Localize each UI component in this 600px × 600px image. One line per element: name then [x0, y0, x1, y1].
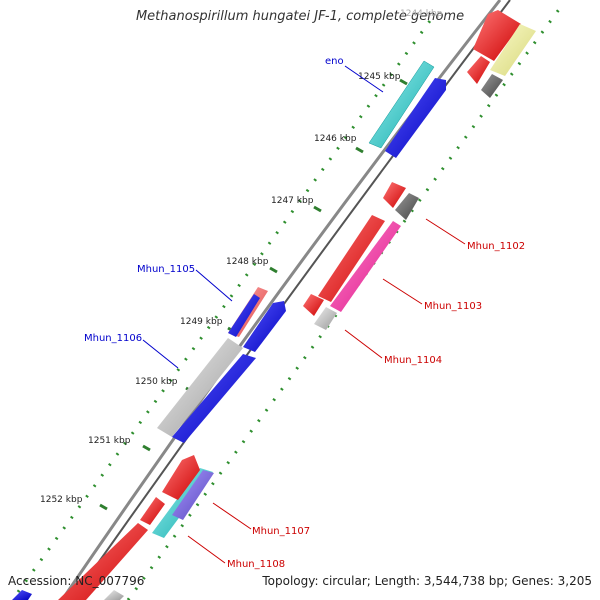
gene-blue-bottom[interactable] — [12, 590, 32, 600]
ruler-label-top: 1244 kbp — [400, 9, 443, 19]
gene-label-mhun-1106[interactable]: Mhun_1106 — [84, 333, 142, 344]
leader-mhun-1107 — [212, 502, 252, 530]
gene-gray-top[interactable] — [481, 74, 503, 98]
gene-gray-bottom[interactable] — [104, 590, 124, 600]
gene-arrow-blue-1250[interactable] — [172, 354, 256, 443]
gene-violet-1252[interactable] — [172, 470, 214, 520]
gene-mhun-1103[interactable] — [330, 221, 401, 312]
gene-mhun-1104[interactable] — [314, 307, 337, 330]
gene-label-mhun-1105[interactable]: Mhun_1105 — [137, 264, 195, 275]
ruler-dots-outer — [16, 17, 434, 593]
leader-mhun-1105 — [195, 269, 233, 302]
accession-label: Accession: NC_007796 — [8, 574, 145, 588]
ruler-label: 1248 kbp — [226, 257, 269, 267]
tick-1247 — [313, 205, 322, 213]
leader-mhun-1108 — [187, 535, 226, 564]
tick-1251 — [142, 444, 151, 452]
gene-label-mhun-1103[interactable]: Mhun_1103 — [424, 301, 482, 312]
gene-eno[interactable] — [368, 60, 435, 149]
ruler-label: 1249 kbp — [180, 317, 223, 327]
gene-label-mhun-1104[interactable]: Mhun_1104 — [384, 355, 442, 366]
leader-mhun-1106 — [142, 339, 179, 369]
tick-1246 — [355, 146, 364, 154]
genome-title: Methanospirillum hungatei JF-1, complete… — [135, 9, 465, 24]
gene-red-1107[interactable] — [162, 455, 200, 500]
gene-red-top-1[interactable] — [473, 10, 521, 61]
gene-red-1104[interactable] — [303, 294, 324, 316]
tick-1245 — [399, 78, 408, 86]
gene-red-bottom[interactable] — [58, 523, 148, 600]
gene-label-mhun-1107[interactable]: Mhun_1107 — [252, 526, 310, 537]
ruler-label: 1252 kbp — [40, 495, 83, 505]
leader-mhun-1102 — [425, 218, 466, 245]
gene-mhun-1106[interactable] — [157, 338, 243, 437]
ruler-label: 1251 kbp — [88, 436, 131, 446]
ruler-label: 1247 kbp — [271, 196, 314, 206]
leader-mhun-1103 — [382, 278, 423, 305]
gene-label-mhun-1108[interactable]: Mhun_1108 — [227, 559, 285, 570]
gene-red-1103[interactable] — [318, 215, 385, 302]
ruler-label: 1245 kbp — [358, 72, 401, 82]
gene-mhun-1102[interactable] — [395, 193, 419, 220]
gene-red-top-2[interactable] — [467, 56, 490, 84]
gene-arrow-blue-1249[interactable] — [243, 301, 286, 352]
ruler-label: 1250 kbp — [135, 377, 178, 387]
gene-mhun-1102-part[interactable] — [383, 182, 406, 208]
leader-eno — [344, 65, 384, 93]
ruler-label: 1246 kbp — [314, 134, 357, 144]
leader-mhun-1104 — [344, 329, 383, 359]
tick-1248 — [269, 266, 278, 274]
gene-mhun-1105[interactable] — [228, 294, 260, 337]
gene-mhun-1107[interactable] — [140, 497, 165, 525]
gene-yellow-top[interactable] — [490, 24, 536, 76]
gene-label-eno[interactable]: eno — [325, 56, 344, 67]
gene-arrow-blue-1245[interactable] — [385, 78, 446, 158]
genome-backbone-edge — [71, 0, 511, 600]
tick-1252 — [99, 503, 108, 511]
gene-label-mhun-1102[interactable]: Mhun_1102 — [467, 241, 525, 252]
genome-stats-label: Topology: circular; Length: 3,544,738 bp… — [262, 574, 592, 588]
